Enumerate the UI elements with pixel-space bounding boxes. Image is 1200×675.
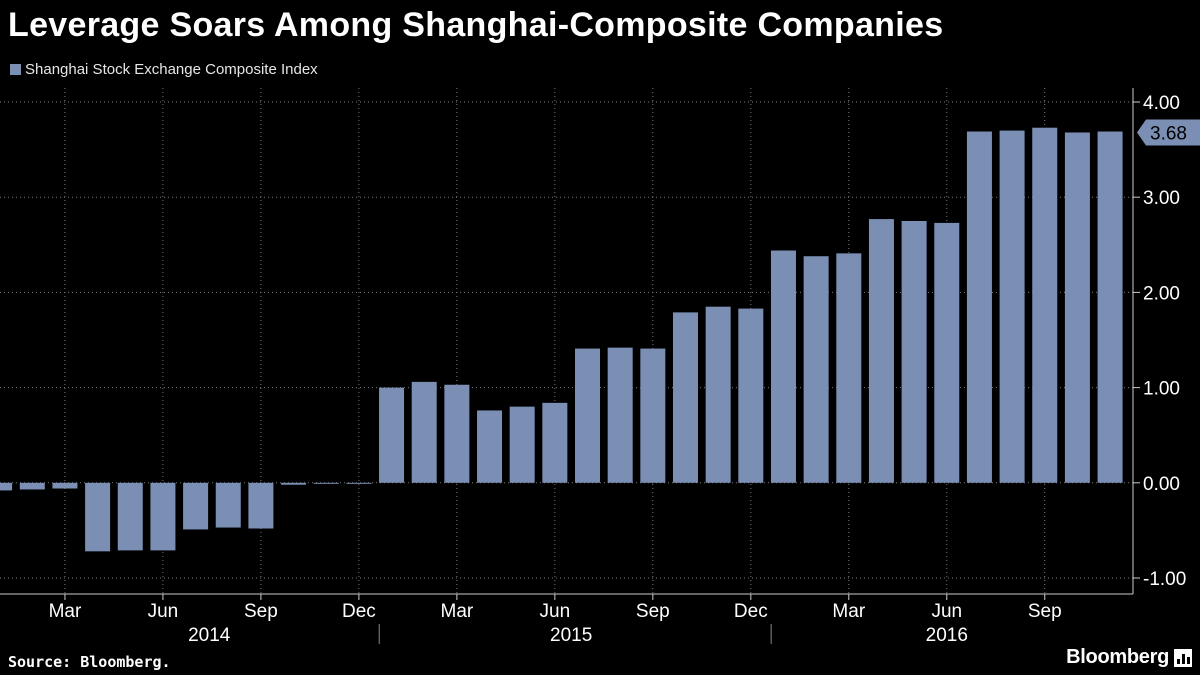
brand-name: Bloomberg — [1066, 646, 1169, 668]
x-tick-label: Mar — [441, 601, 474, 622]
bar — [770, 250, 796, 483]
legend-swatch — [10, 64, 21, 75]
x-tick-label: Mar — [49, 601, 82, 622]
year-label: 2016 — [926, 625, 968, 646]
bar — [966, 131, 992, 483]
y-tick-label: 3.00 — [1143, 188, 1180, 209]
last-value-label: 3.68 — [1150, 123, 1187, 144]
x-tick-label: Jun — [540, 601, 571, 622]
x-tick-label: Mar — [832, 601, 865, 622]
bar — [0, 482, 13, 491]
x-tick-label: Sep — [636, 601, 670, 622]
bar — [150, 482, 176, 551]
bar — [509, 406, 535, 483]
year-label: 2015 — [550, 625, 592, 646]
bar — [640, 348, 666, 483]
bar — [281, 482, 307, 485]
bar — [575, 348, 601, 483]
bar — [477, 410, 503, 483]
bar — [248, 482, 274, 529]
bar — [379, 387, 405, 483]
bar — [999, 130, 1025, 483]
bar — [901, 221, 927, 483]
bar — [803, 256, 829, 483]
bar — [1097, 131, 1123, 483]
bar — [836, 253, 862, 483]
y-tick-label: 0.00 — [1143, 474, 1180, 495]
bar — [868, 219, 894, 483]
bar — [215, 482, 241, 528]
bar — [1032, 127, 1058, 483]
bar — [346, 482, 372, 484]
bar — [85, 482, 111, 552]
bar — [934, 222, 960, 483]
x-tick-label: Dec — [734, 601, 768, 622]
bar — [117, 482, 143, 551]
x-tick-label: Jun — [148, 601, 179, 622]
x-tick-label: Sep — [244, 601, 278, 622]
x-tick-label: Sep — [1028, 601, 1062, 622]
bar — [19, 482, 45, 490]
bar — [1064, 132, 1090, 483]
legend-label: Shanghai Stock Exchange Composite Index — [25, 61, 318, 78]
bar — [444, 384, 470, 483]
last-value-flag — [1137, 119, 1200, 146]
y-tick-label: -1.00 — [1143, 569, 1186, 590]
bar — [183, 482, 209, 530]
year-label: 2014 — [188, 625, 231, 646]
brand-logo: Bloomberg — [1066, 646, 1192, 669]
bar — [672, 312, 698, 483]
source-note: Source: Bloomberg. — [8, 653, 171, 671]
y-tick-label: 1.00 — [1143, 379, 1180, 400]
bar — [52, 482, 78, 489]
bar — [705, 306, 731, 483]
chart-title: Leverage Soars Among Shanghai-Composite … — [8, 6, 944, 44]
x-tick-label: Jun — [931, 601, 962, 622]
bar — [542, 402, 568, 483]
bar — [738, 308, 764, 483]
legend: Shanghai Stock Exchange Composite Index — [10, 61, 318, 78]
bloomberg-terminal-icon — [1174, 648, 1192, 667]
bar — [607, 347, 633, 483]
y-tick-label: 2.00 — [1143, 283, 1180, 304]
bar — [313, 482, 339, 484]
bar — [411, 381, 437, 483]
y-tick-label: 4.00 — [1143, 93, 1180, 114]
x-tick-label: Dec — [342, 601, 376, 622]
